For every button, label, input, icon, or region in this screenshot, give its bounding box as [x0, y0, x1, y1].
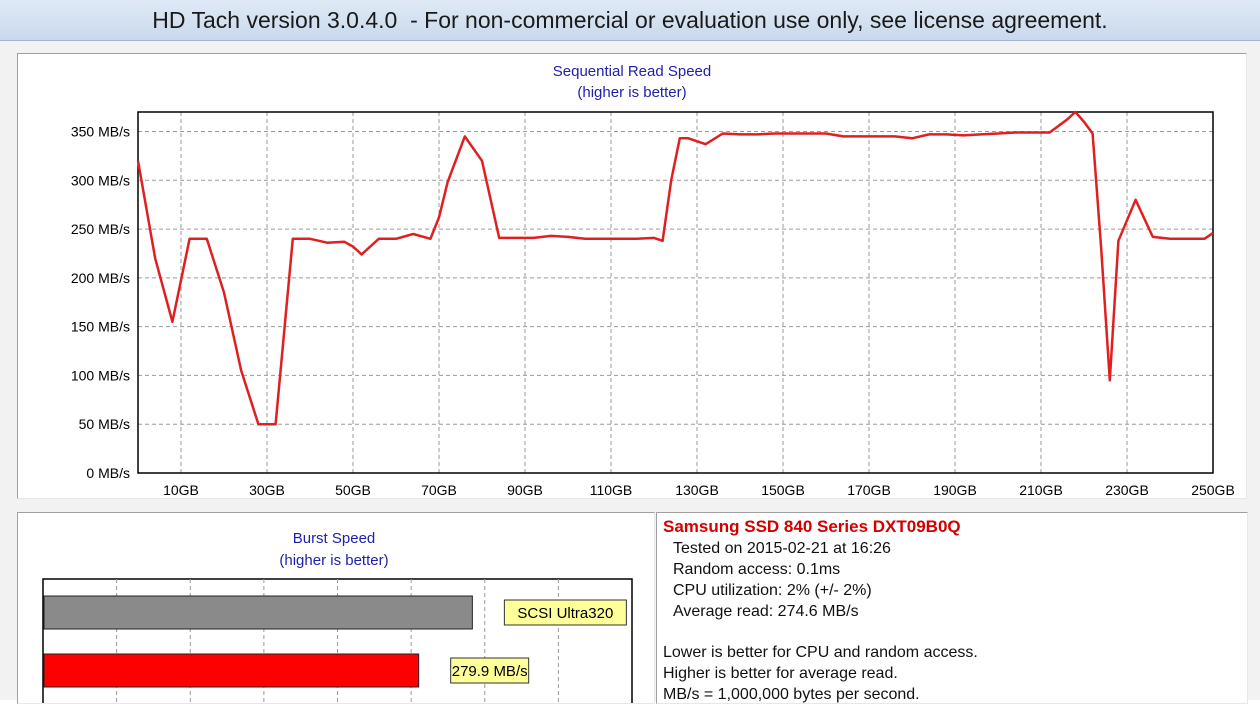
burst-bar [43, 653, 420, 688]
drive-info-panel: Samsung SSD 840 Series DXT09B0Q Tested o… [656, 512, 1248, 704]
x-tick-label: 30GB [249, 482, 285, 498]
y-tick-label: 350 MB/s [71, 124, 130, 140]
burst-bar [43, 595, 473, 630]
x-tick-label: 150GB [761, 482, 805, 498]
burst-subtitle: (higher is better) [279, 552, 388, 569]
y-axis-labels: 0 MB/s 50 MB/s 100 MB/s 150 MB/s 200 MB/s 250… [71, 124, 130, 481]
tested-date: Tested on 2015-02-21 at 16:26 [673, 540, 891, 557]
burst-label: 279.9 MB/s [452, 663, 528, 680]
y-tick-label: 250 MB/s [71, 221, 130, 237]
plot-frame [137, 111, 1214, 474]
read-speed-line [136, 110, 1214, 426]
y-tick-label: 100 MB/s [71, 367, 130, 383]
burst-grid [42, 578, 633, 703]
burst-label-box [503, 599, 627, 626]
y-tick-label: 0 MB/s [86, 465, 130, 481]
note-lower-better: Lower is better for CPU and random acces… [663, 644, 978, 661]
y-tick-label: 50 MB/s [79, 416, 130, 432]
average-read: Average read: 274.6 MB/s [673, 603, 859, 620]
x-tick-label: 230GB [1105, 482, 1149, 498]
x-tick-label: 90GB [507, 482, 543, 498]
random-access: Random access: 0.1ms [673, 561, 841, 578]
x-tick-label: 110GB [590, 482, 633, 498]
x-tick-label: 210GB [1019, 482, 1063, 498]
main-window: Sequential Read Speed (higher is better)… [0, 41, 1260, 704]
chart-subtitle: (higher is better) [577, 84, 686, 101]
chart-title: Sequential Read Speed [553, 63, 711, 80]
x-tick-label: 250GB [1191, 482, 1235, 498]
burst-label: SCSI Ultra320 [517, 605, 613, 622]
note-units: MB/s = 1,000,000 bytes per second. [663, 686, 920, 703]
y-tick-label: 300 MB/s [71, 172, 130, 188]
burst-speed-chart: Burst Speed (higher is better) SCSI Ultr… [42, 530, 633, 703]
x-tick-label: 10GB [163, 482, 199, 498]
burst-label-box [450, 657, 530, 684]
sequential-read-chart: Sequential Read Speed (higher is better)… [71, 63, 1235, 498]
chart-grid [138, 112, 1214, 473]
x-axis-labels: 10GB 30GB 50GB 70GB 90GB 110GB 130GB 150GB 170GB… [163, 482, 1235, 498]
drive-name: Samsung SSD 840 Series DXT09B0Q [663, 517, 961, 536]
burst-title: Burst Speed [293, 530, 376, 547]
cpu-utilization: CPU utilization: 2% (+/- 2%) [673, 582, 872, 599]
x-tick-label: 170GB [847, 482, 891, 498]
burst-bars: SCSI Ultra320 279.9 MB/s [43, 595, 627, 688]
y-tick-label: 150 MB/s [71, 319, 130, 335]
note-higher-better: Higher is better for average read. [663, 665, 898, 682]
burst-speed-panel: Burst Speed (higher is better) SCSI Ultr… [17, 512, 655, 704]
x-tick-label: 190GB [933, 482, 977, 498]
x-tick-label: 70GB [421, 482, 457, 498]
title-bar: HD Tach version 3.0.4.0 - For non-commer… [0, 0, 1260, 41]
x-tick-label: 50GB [335, 482, 371, 498]
window-title: HD Tach version 3.0.4.0 - For non-commer… [152, 6, 1108, 33]
x-tick-label: 130GB [675, 482, 719, 498]
sequential-read-panel: Sequential Read Speed (higher is better)… [17, 53, 1247, 499]
y-tick-label: 200 MB/s [71, 270, 130, 286]
